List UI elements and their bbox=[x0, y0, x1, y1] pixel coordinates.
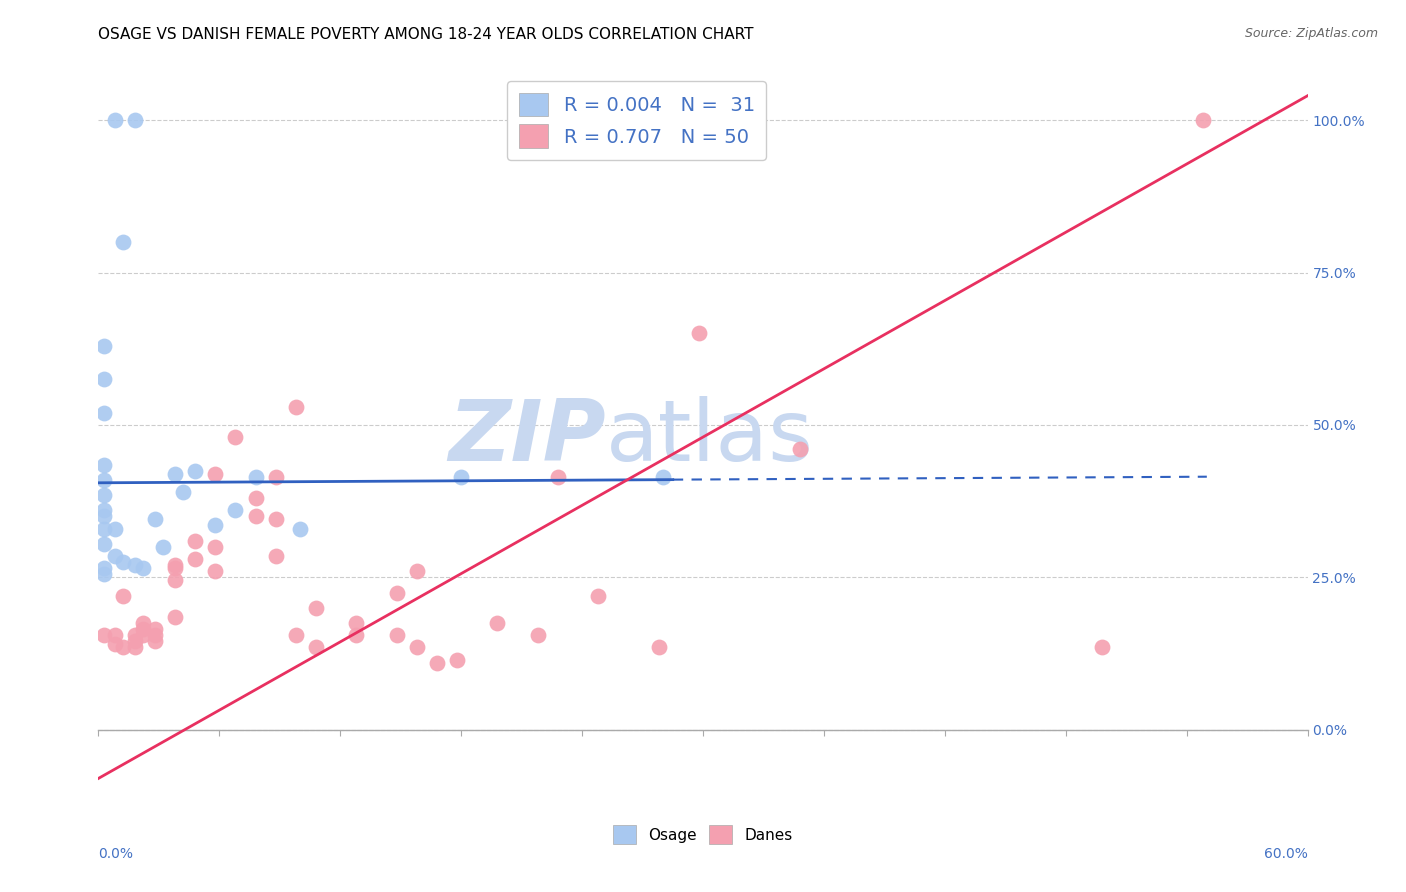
Point bbox=[132, 628, 155, 642]
Point bbox=[132, 615, 155, 630]
Point bbox=[264, 512, 287, 526]
Point bbox=[93, 458, 115, 472]
Point bbox=[305, 640, 328, 655]
Text: 0.0%: 0.0% bbox=[98, 847, 134, 861]
Point bbox=[184, 552, 207, 566]
Point bbox=[103, 628, 125, 642]
Point bbox=[224, 503, 246, 517]
Point bbox=[204, 564, 226, 578]
Point bbox=[184, 464, 207, 478]
Point bbox=[446, 652, 468, 666]
Point bbox=[450, 469, 472, 483]
Point bbox=[344, 615, 367, 630]
Point bbox=[245, 469, 267, 483]
Point bbox=[647, 640, 669, 655]
Point bbox=[385, 628, 408, 642]
Text: OSAGE VS DANISH FEMALE POVERTY AMONG 18-24 YEAR OLDS CORRELATION CHART: OSAGE VS DANISH FEMALE POVERTY AMONG 18-… bbox=[98, 27, 754, 42]
Point bbox=[124, 634, 146, 648]
Point bbox=[103, 637, 125, 651]
Point bbox=[93, 473, 115, 487]
Point bbox=[284, 400, 307, 414]
Point bbox=[93, 567, 115, 582]
Text: atlas: atlas bbox=[606, 395, 814, 479]
Point bbox=[111, 640, 134, 655]
Point bbox=[284, 628, 307, 642]
Point bbox=[224, 430, 246, 444]
Point bbox=[245, 491, 267, 505]
Point bbox=[143, 512, 166, 526]
Point bbox=[163, 561, 186, 575]
Point bbox=[143, 622, 166, 636]
Point bbox=[93, 509, 115, 524]
Point bbox=[184, 533, 207, 548]
Point bbox=[93, 628, 115, 642]
Point bbox=[111, 555, 134, 569]
Point bbox=[103, 521, 125, 535]
Point bbox=[526, 628, 548, 642]
Point bbox=[93, 339, 115, 353]
Point bbox=[93, 521, 115, 535]
Point bbox=[163, 574, 186, 588]
Point bbox=[426, 656, 449, 670]
Point bbox=[132, 561, 155, 575]
Point bbox=[111, 235, 134, 249]
Point bbox=[93, 406, 115, 420]
Point bbox=[93, 503, 115, 517]
Point bbox=[124, 558, 146, 573]
Point bbox=[264, 549, 287, 563]
Point bbox=[172, 485, 194, 500]
Text: ZIP: ZIP bbox=[449, 395, 606, 479]
Point bbox=[143, 628, 166, 642]
Point bbox=[586, 589, 609, 603]
Point bbox=[245, 509, 267, 524]
Point bbox=[305, 600, 328, 615]
Point bbox=[688, 326, 710, 341]
Point bbox=[124, 113, 146, 128]
Point bbox=[143, 634, 166, 648]
Point bbox=[651, 469, 673, 483]
Point bbox=[103, 113, 125, 128]
Point bbox=[264, 469, 287, 483]
Legend: Osage, Danes: Osage, Danes bbox=[607, 819, 799, 850]
Point bbox=[163, 610, 186, 624]
Point bbox=[93, 537, 115, 551]
Point bbox=[124, 628, 146, 642]
Point bbox=[486, 615, 509, 630]
Point bbox=[204, 518, 226, 533]
Point bbox=[405, 640, 427, 655]
Point bbox=[288, 521, 311, 535]
Point bbox=[152, 540, 174, 554]
Point bbox=[344, 628, 367, 642]
Point bbox=[385, 585, 408, 599]
Point bbox=[204, 540, 226, 554]
Point bbox=[789, 442, 811, 457]
Point bbox=[1091, 640, 1114, 655]
Point bbox=[124, 640, 146, 655]
Point bbox=[1191, 113, 1213, 128]
Point bbox=[111, 589, 134, 603]
Point bbox=[132, 622, 155, 636]
Point bbox=[163, 558, 186, 573]
Point bbox=[93, 488, 115, 502]
Text: 60.0%: 60.0% bbox=[1264, 847, 1308, 861]
Point bbox=[93, 372, 115, 386]
Text: Source: ZipAtlas.com: Source: ZipAtlas.com bbox=[1244, 27, 1378, 40]
Point bbox=[103, 549, 125, 563]
Point bbox=[547, 469, 569, 483]
Point bbox=[405, 564, 427, 578]
Point bbox=[163, 467, 186, 481]
Point bbox=[204, 467, 226, 481]
Point bbox=[93, 561, 115, 575]
